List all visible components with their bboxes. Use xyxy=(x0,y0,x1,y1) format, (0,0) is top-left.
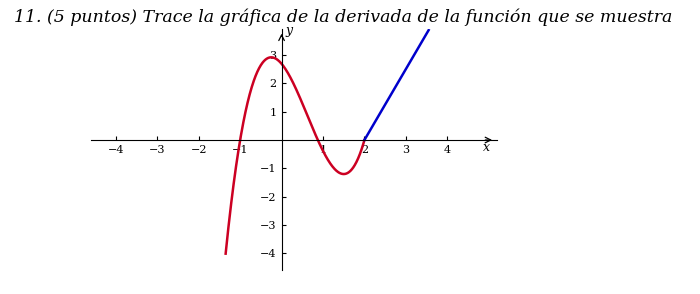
Text: x: x xyxy=(483,141,490,154)
Text: 11. (5 puntos) Trace la gráfica de la derivada de la función que se muestra: 11. (5 puntos) Trace la gráfica de la de… xyxy=(14,9,673,26)
Text: y: y xyxy=(286,24,293,37)
